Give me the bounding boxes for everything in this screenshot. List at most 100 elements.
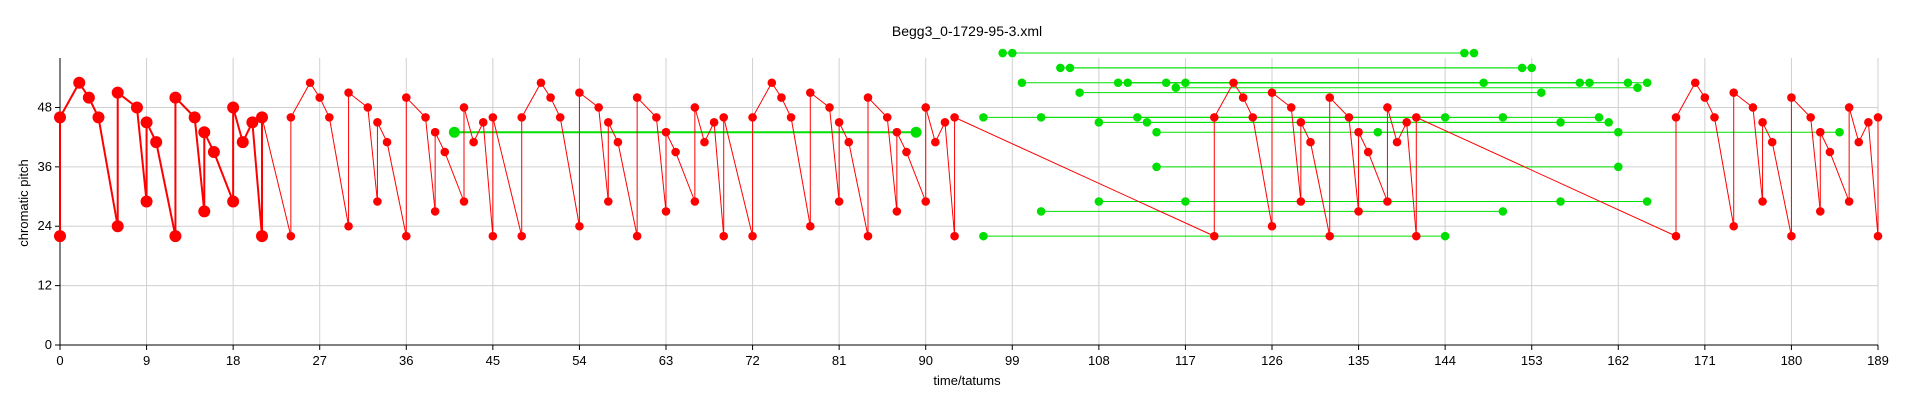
red-note-point xyxy=(315,93,325,102)
red-note-point xyxy=(256,111,268,124)
red-note-point xyxy=(54,230,66,243)
red-note-point xyxy=(382,137,392,147)
red-series-segment xyxy=(1367,151,1388,202)
green-span-start-point xyxy=(1171,83,1181,92)
red-series-segment xyxy=(1386,107,1398,143)
red-note-point xyxy=(169,230,182,243)
red-series-segment xyxy=(155,141,177,237)
red-note-point xyxy=(286,113,296,122)
red-series-segment xyxy=(713,122,725,237)
red-series-segment xyxy=(59,82,81,118)
red-series-segment xyxy=(1290,107,1302,202)
red-note-point xyxy=(111,220,124,233)
red-note-point xyxy=(140,195,153,208)
y-tick-label: 0 xyxy=(45,337,52,352)
red-note-point xyxy=(555,113,565,122)
y-tick-label: 24 xyxy=(38,218,52,233)
red-note-point xyxy=(488,231,498,241)
red-note-point xyxy=(786,113,796,122)
red-note-point xyxy=(1873,113,1883,122)
red-note-point xyxy=(805,88,815,97)
red-note-point xyxy=(1296,118,1306,127)
red-note-point xyxy=(1758,197,1767,206)
x-tick-label: 18 xyxy=(226,353,240,368)
green-span-end-point xyxy=(1633,83,1642,92)
red-note-point xyxy=(805,221,815,231)
green-span-end-point xyxy=(1469,48,1479,58)
red-note-point xyxy=(748,231,757,241)
x-tick-label: 63 xyxy=(659,353,673,368)
green-span-end-point xyxy=(1594,113,1604,122)
x-tick-label: 99 xyxy=(1005,353,1019,368)
red-note-point xyxy=(1700,93,1710,102)
red-series-segment xyxy=(1406,122,1417,237)
green-span-start-point xyxy=(1036,207,1046,216)
green-span-end-point xyxy=(1613,162,1623,172)
red-note-point xyxy=(603,118,613,127)
red-note-point xyxy=(1864,118,1873,127)
red-note-point xyxy=(73,76,86,89)
red-note-point xyxy=(1758,118,1767,127)
red-note-point xyxy=(227,101,240,114)
red-note-point xyxy=(1748,103,1758,112)
green-span-start-point xyxy=(1373,127,1383,137)
red-series-segment xyxy=(925,107,936,143)
red-note-point xyxy=(892,207,902,216)
red-note-point xyxy=(1383,197,1392,206)
red-series-segment xyxy=(598,107,609,202)
red-note-point xyxy=(1383,103,1392,112)
red-series-segment xyxy=(328,117,350,227)
red-note-point xyxy=(198,126,211,139)
red-note-point xyxy=(1729,221,1739,231)
x-tick-label: 117 xyxy=(1175,353,1196,368)
red-note-point xyxy=(169,91,182,104)
green-span-end-point xyxy=(1537,88,1546,97)
red-note-point xyxy=(950,231,959,241)
y-tick-label: 48 xyxy=(38,99,52,114)
green-span-start-point xyxy=(1133,113,1142,122)
x-tick-label: 27 xyxy=(312,353,326,368)
red-note-point xyxy=(92,111,105,124)
red-note-point xyxy=(111,86,124,99)
red-note-point xyxy=(227,195,240,208)
red-note-point xyxy=(517,231,527,241)
red-series-segment xyxy=(954,116,1215,237)
red-note-point xyxy=(440,147,450,157)
red-series-segment xyxy=(367,107,378,202)
red-note-point xyxy=(661,207,671,216)
x-tick-label: 108 xyxy=(1088,353,1110,368)
y-axis-title: chromatic pitch xyxy=(16,159,31,246)
red-note-point xyxy=(430,127,440,137)
green-span-end-point xyxy=(910,126,922,138)
red-series-segment xyxy=(1252,117,1273,227)
red-note-point xyxy=(256,230,268,243)
red-note-point xyxy=(1411,231,1421,241)
red-note-point xyxy=(1767,137,1777,147)
red-note-point xyxy=(363,103,373,112)
red-note-point xyxy=(1248,113,1258,122)
red-note-point xyxy=(246,116,259,129)
red-series-segment xyxy=(675,151,696,202)
red-series-segment xyxy=(694,107,705,143)
red-series-segment xyxy=(790,117,811,227)
red-note-point xyxy=(478,118,488,127)
red-note-point xyxy=(140,116,153,129)
red-series-segment xyxy=(1791,97,1812,118)
green-span-end-point xyxy=(1642,197,1652,206)
red-note-point xyxy=(188,111,201,124)
red-note-point xyxy=(1671,113,1681,122)
red-note-point xyxy=(54,111,66,124)
red-series-segment xyxy=(559,117,580,227)
red-note-point xyxy=(1787,93,1796,102)
chart-title: Begg3_0-1729-95-3.xml xyxy=(892,23,1042,39)
red-series-segment xyxy=(1829,151,1850,202)
red-note-point xyxy=(1209,231,1219,241)
x-tick-label: 126 xyxy=(1261,353,1283,368)
x-tick-label: 0 xyxy=(56,353,63,368)
red-series-segment xyxy=(1675,82,1696,118)
red-note-point xyxy=(1729,88,1739,97)
red-note-point xyxy=(1209,113,1219,122)
red-note-point xyxy=(130,101,143,114)
red-note-point xyxy=(344,221,353,231)
x-tick-label: 153 xyxy=(1521,353,1543,368)
